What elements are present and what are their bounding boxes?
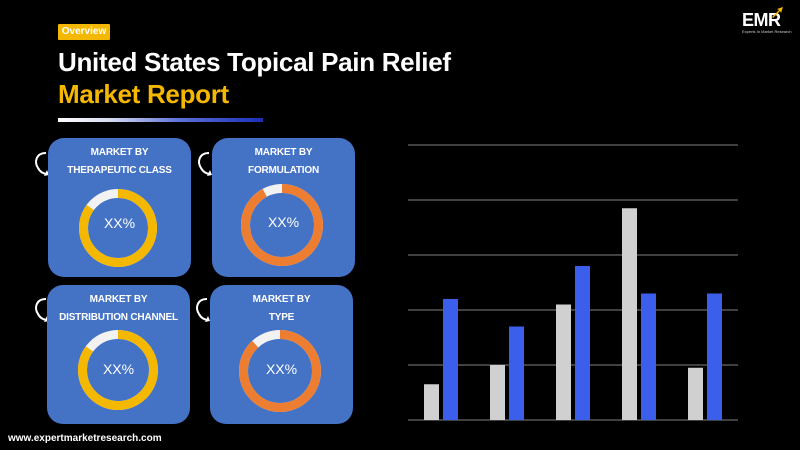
page-title: United States Topical Pain Relief [58,47,451,77]
card-label-line2: FORMULATION [248,165,319,176]
donut-arc [241,184,323,266]
donut-arc [78,330,158,410]
bar-chart [408,144,738,421]
card-formulation: MARKET BY FORMULATION XX% [212,138,355,277]
card-distribution-channel: MARKET BY DISTRIBUTION CHANNEL XX% [47,285,190,424]
logo-text: EMR [742,10,781,30]
bar-series1-group2 [490,365,505,420]
bar-series1-group1 [424,384,439,420]
bar-series1-group4 [622,208,637,420]
overview-badge: Overview [58,24,110,40]
card-label-line1: MARKET BY [89,294,148,305]
card-therapeutic-class: MARKET BY THERAPEUTIC CLASS XX% [48,138,191,277]
card-label-line2: TYPE [268,312,295,323]
card-label-line2: DISTRIBUTION CHANNEL [59,312,178,323]
footer-website: www.expertmarketresearch.com [8,433,162,444]
curl-arrow-icon [35,152,49,176]
title-underline [58,118,263,122]
logo-tagline: Experts In Market Research [742,29,792,34]
donut-value: XX% [267,214,300,230]
emr-logo: EMR Experts In Market Research [742,7,792,40]
bar-series1-group5 [688,367,703,420]
donut-value: XX% [265,361,298,377]
card-label-line1: MARKET BY [254,147,313,158]
bar-series2-group5 [707,293,722,420]
card-label-line2: THERAPEUTIC CLASS [67,165,172,176]
donut-ring [78,330,158,410]
donut-arc [79,189,157,267]
card-label-line1: MARKET BY [252,294,311,305]
donut-arc [239,330,321,412]
bar-series2-group1 [443,299,458,420]
curl-arrow-icon [196,298,210,322]
donut-ring [241,184,323,266]
card-type: MARKET BY TYPE XX% [210,285,353,424]
card-label-line1: MARKET BY [90,147,149,158]
bar-series2-group3 [575,266,590,420]
bar-series2-group2 [509,326,524,420]
donut-value: XX% [102,361,135,377]
donut-ring [79,189,157,267]
page-subtitle: Market Report [58,79,229,109]
bar-series2-group4 [641,293,656,420]
logo-arrow-icon [772,7,783,18]
curl-arrow-icon [198,152,212,176]
donut-value: XX% [103,215,136,231]
donut-ring [239,330,321,412]
bar-series1-group3 [556,304,571,420]
